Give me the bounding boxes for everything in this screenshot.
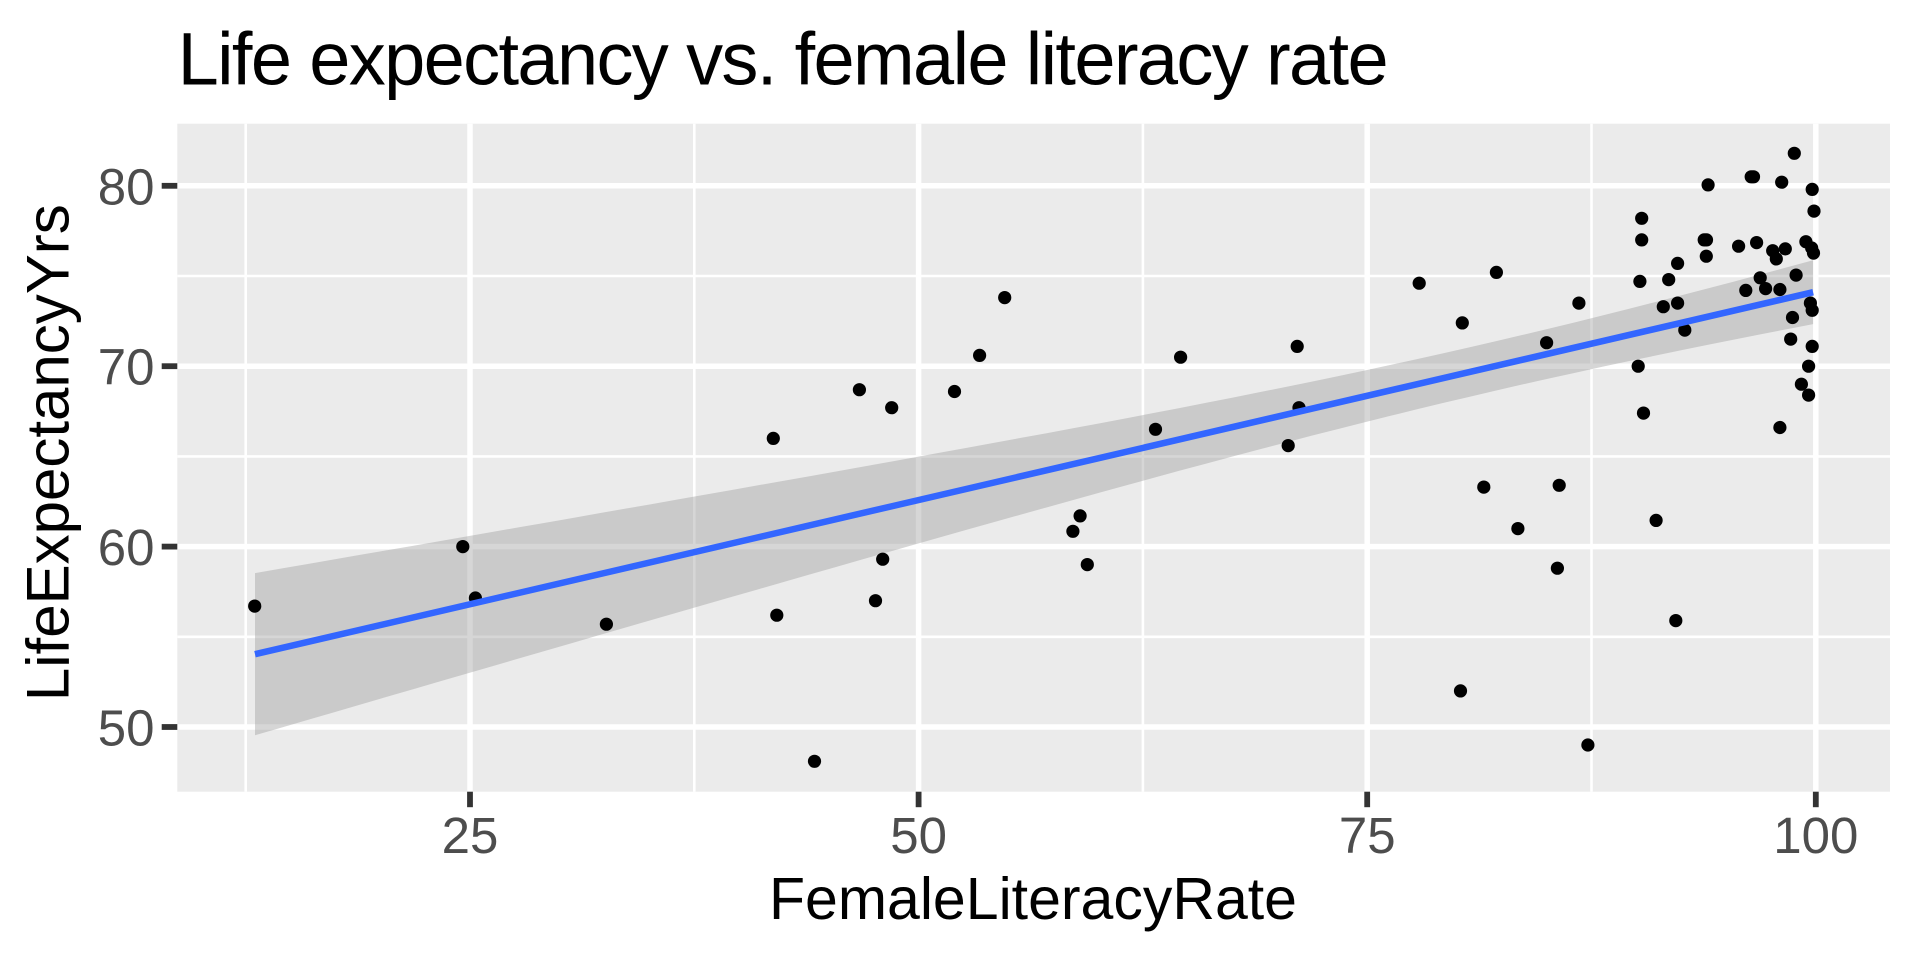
svg-text:80: 80 xyxy=(98,158,155,215)
svg-text:70: 70 xyxy=(98,339,155,396)
svg-text:60: 60 xyxy=(98,519,155,576)
svg-text:100: 100 xyxy=(1773,807,1858,864)
svg-text:75: 75 xyxy=(1339,807,1396,864)
svg-text:FemaleLiteracyRate: FemaleLiteracyRate xyxy=(769,866,1297,932)
svg-text:Life expectancy vs. female lit: Life expectancy vs. female literacy rate xyxy=(178,18,1389,101)
svg-text:50: 50 xyxy=(890,807,947,864)
svg-text:LifeExpectancyYrs: LifeExpectancyYrs xyxy=(15,204,82,701)
svg-text:25: 25 xyxy=(442,807,499,864)
svg-text:50: 50 xyxy=(98,700,155,757)
